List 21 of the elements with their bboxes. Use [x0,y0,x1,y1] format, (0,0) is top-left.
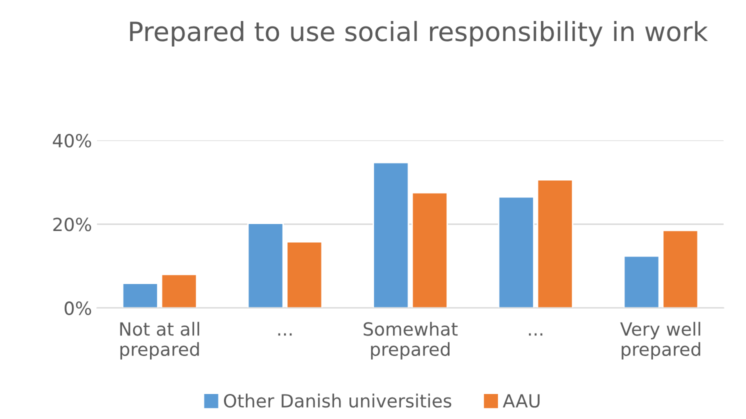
x-tick-label: ... [528,333,542,336]
x-tick-label: Somewhat prepared [364,322,458,360]
bar [623,255,660,308]
bar [372,162,410,308]
y-tick-label: 0% [64,301,92,316]
legend-label: Other Danish universities [224,394,452,408]
bar [247,222,284,308]
x-tick-label: Not at all prepared [120,322,200,360]
bar [122,282,158,308]
x-tick-label: Very well prepared [620,322,700,360]
y-tick-label: 40% [52,134,92,148]
bar [662,230,699,308]
bar [498,196,534,308]
bar [160,274,198,308]
bar [536,179,574,308]
y-tick-label: 20% [53,218,92,232]
x-tick-label: ... [278,333,292,336]
bar [286,241,323,308]
chart-title: Prepared to use social responsibility in work [130,20,708,46]
legend-label: AAU [502,394,540,408]
bar [411,192,448,308]
